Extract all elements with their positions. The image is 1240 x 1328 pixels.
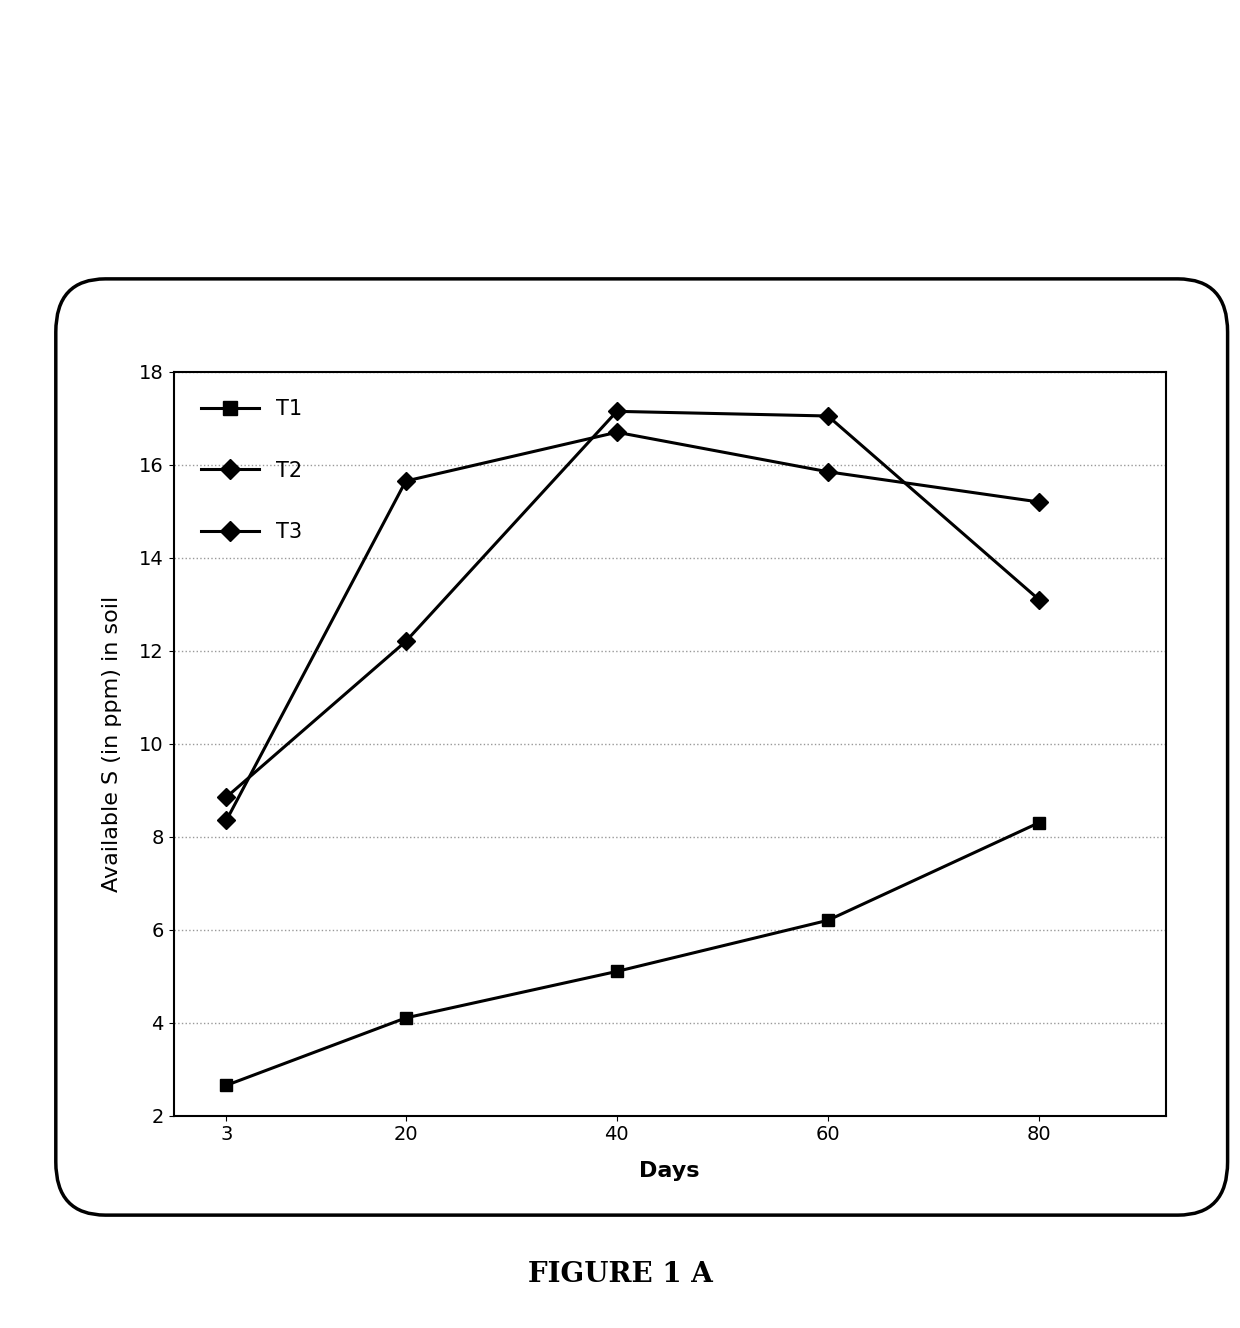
T1 <box>609 964 624 980</box>
T2 <box>609 425 624 441</box>
T2 <box>398 473 413 489</box>
T1 <box>219 1077 234 1093</box>
Y-axis label: Available S (in ppm) in soil: Available S (in ppm) in soil <box>103 595 123 892</box>
T1 <box>821 912 836 928</box>
T2 <box>219 813 234 829</box>
Line: T2: T2 <box>221 426 1045 826</box>
T1 <box>1032 814 1047 831</box>
Text: FIGURE 1 A: FIGURE 1 A <box>527 1262 713 1288</box>
Line: T3: T3 <box>221 405 1045 803</box>
T3 <box>609 404 624 420</box>
T3 <box>1032 592 1047 608</box>
T3 <box>398 633 413 649</box>
T2 <box>1032 494 1047 510</box>
T3 <box>219 789 234 805</box>
T3 <box>821 408 836 424</box>
Legend: T1, T2, T3: T1, T2, T3 <box>184 382 319 559</box>
T2 <box>821 463 836 479</box>
X-axis label: Days: Days <box>640 1161 699 1181</box>
T1 <box>398 1009 413 1025</box>
Line: T1: T1 <box>221 817 1045 1092</box>
